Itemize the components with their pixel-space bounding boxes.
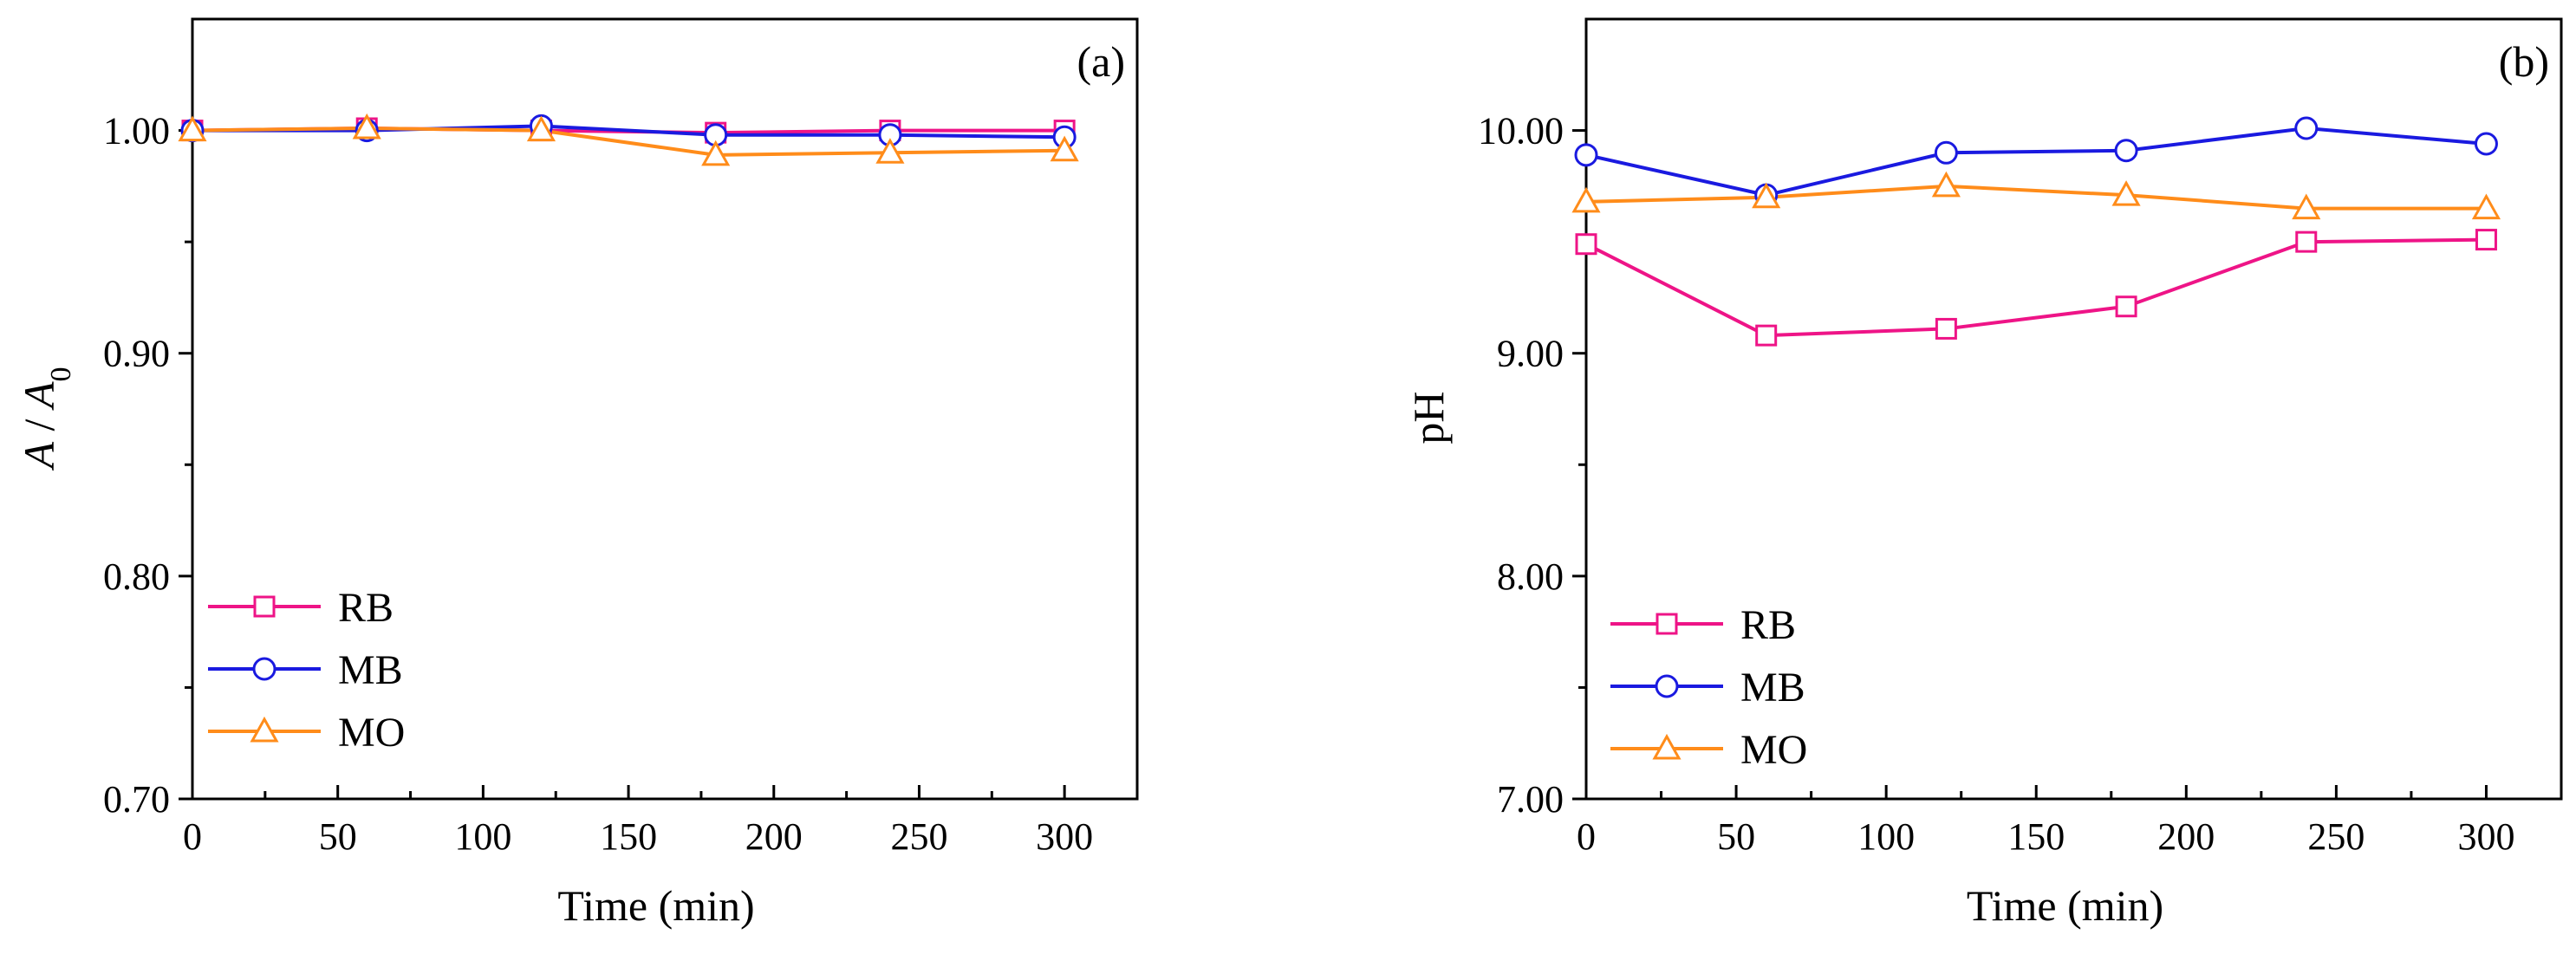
chart-panel-b: 0 50 100 150 200 250 300 7.00 8.00 9.00 10.00 Time … [1404,17,2563,930]
x-tick-label: 150 [600,815,657,858]
data-point-mb [1574,143,1598,167]
y-axis-title-part: 0 [45,367,77,382]
y-tick-label: 7.00 [1497,778,1564,821]
legend-label-mo: MO [338,710,405,756]
series-line-mb [192,124,1065,140]
x-tick-label: 0 [1577,815,1596,858]
x-tick-label: 0 [183,815,202,858]
legend-label-mb: MB [1740,665,1805,711]
x-tick-label: 250 [890,815,947,858]
legend-marker-mb [252,657,276,681]
legend-label-rb: RB [1740,602,1796,648]
y-axis-title-part: A [15,381,63,411]
y-tick-label: 9.00 [1497,333,1564,375]
data-point-mb [2294,116,2319,140]
x-tick-label: 200 [745,815,803,858]
y-tick-label: 0.70 [103,778,170,821]
x-tick-label: 300 [1036,815,1093,858]
data-point-mb [1934,140,1958,165]
data-point-mo [1050,135,1079,162]
panel-label: (b) [2499,37,2549,86]
legend-marker-mo [1652,733,1682,760]
x-tick-label: 150 [2007,815,2065,858]
y-axis-title: A / A0 [15,367,77,471]
data-point-mo [1752,182,1781,209]
series-line-mo [192,126,1065,157]
x-axis-title: Time (min) [557,881,754,930]
x-tick-label: 100 [454,815,511,858]
data-point-mo [352,113,381,140]
data-point-mo [2471,193,2501,220]
data-point-rb [1935,317,1957,340]
data-point-mo [701,140,731,166]
series-line-mo [1585,184,2487,211]
data-point-rb [1575,233,1597,256]
data-point-mo [2111,180,2141,206]
data-point-mo [2292,193,2321,220]
plot-frame [1584,17,2563,801]
plot-frame [191,17,1139,801]
x-tick-label: 200 [2157,815,2215,858]
data-point-mb [2114,139,2138,163]
legend-marker-mo [250,716,279,743]
x-axis-title: Time (min) [1967,881,2163,930]
chart-panel-a: 0 50 100 150 200 250 300 0.70 0.80 0.90 1.00 Time (… [15,17,1139,930]
y-axis-title-part: A [15,442,63,471]
y-tick-label: 10.00 [1478,110,1564,153]
data-point-mo [178,115,207,142]
y-tick-label: 0.80 [103,555,170,598]
x-tick-label: 300 [2457,815,2514,858]
data-point-mo [1571,186,1601,213]
data-point-rb [1755,324,1778,347]
x-tick-label: 50 [1717,815,1755,858]
panel-label: (a) [1077,37,1126,86]
y-tick-label: 8.00 [1497,555,1564,598]
data-point-rb [2475,229,2497,251]
data-point-rb [2295,230,2318,253]
y-tick-label: 1.00 [103,110,170,153]
y-tick-label: 0.90 [103,333,170,375]
data-point-mo [1931,171,1961,198]
series-line-mb [1585,126,2487,198]
data-point-mo [875,138,905,164]
legend-label-rb: RB [338,585,394,631]
x-tick-label: 100 [1857,815,1915,858]
data-point-mb [2474,132,2498,156]
legend-marker-mb [1655,674,1679,698]
data-point-rb [2115,295,2137,318]
series-line-rb [1585,237,2487,338]
legend-marker-rb [253,595,276,618]
data-point-mo [526,115,556,142]
legend-label-mo: MO [1740,727,1807,773]
y-axis-title-part: / [15,408,63,442]
y-axis-title: pH [1404,391,1453,444]
x-tick-label: 50 [319,815,357,858]
x-tick-label: 250 [2307,815,2365,858]
legend-label-mb: MB [338,647,403,693]
legend-marker-rb [1656,613,1678,635]
